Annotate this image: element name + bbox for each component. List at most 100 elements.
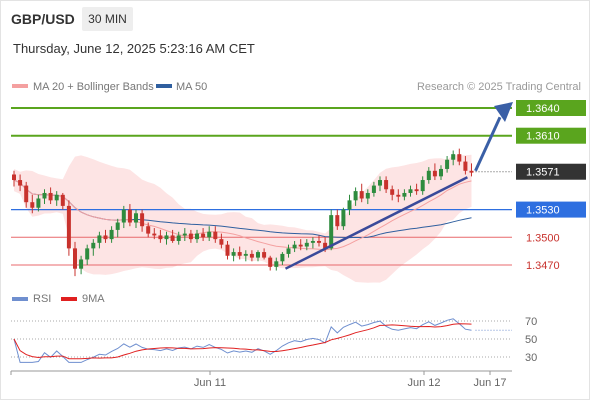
candle-body <box>268 257 273 267</box>
candle-body <box>237 252 242 256</box>
candle <box>164 231 169 245</box>
candle <box>371 181 376 197</box>
candle-body <box>286 248 291 254</box>
candle <box>469 163 474 177</box>
rsi-tick-70: 70 <box>525 316 537 328</box>
candle <box>158 229 163 243</box>
candle-body <box>152 233 157 236</box>
candle-body <box>164 235 169 240</box>
candle-body <box>341 209 346 227</box>
candle <box>91 239 96 256</box>
candle-body <box>170 235 175 241</box>
timeframe-button[interactable]: 30 MIN <box>82 7 133 31</box>
candle-body <box>12 174 16 181</box>
current-price-label-bg <box>516 163 586 180</box>
candle <box>408 185 413 197</box>
candle <box>280 252 285 265</box>
candle-body <box>280 253 285 262</box>
candle <box>146 222 151 238</box>
candle-body <box>140 213 145 227</box>
candle <box>463 156 468 175</box>
support-trend-line <box>284 176 468 270</box>
candle <box>274 257 279 271</box>
candle-body <box>60 194 65 206</box>
candle-body <box>445 159 450 169</box>
candle <box>347 194 352 216</box>
candle <box>176 231 181 245</box>
x-tick-jun-17: Jun 17 <box>473 377 506 389</box>
candle-body <box>347 200 352 210</box>
candle <box>329 209 334 251</box>
candle-body <box>48 192 53 201</box>
candle-body <box>231 252 236 256</box>
candle <box>97 231 102 249</box>
candle <box>268 255 273 271</box>
candle <box>402 189 407 201</box>
candle-body <box>54 194 59 201</box>
candle <box>127 204 132 227</box>
ma20-legend-label: MA 20 + Bollinger Bands <box>33 81 154 93</box>
candle <box>439 165 443 181</box>
target-label-bg-1-3640 <box>516 100 586 116</box>
candle-body <box>378 180 382 186</box>
candle-body <box>85 248 90 260</box>
candle <box>121 205 126 229</box>
candle-body <box>414 189 419 192</box>
target-label-bg-1-3610 <box>516 127 586 144</box>
candle <box>359 183 364 203</box>
candle-body <box>274 261 279 267</box>
candle <box>188 229 193 243</box>
ma20-line <box>13 179 472 251</box>
candle <box>451 150 456 166</box>
candle-body <box>408 189 413 193</box>
candle-body <box>323 242 328 249</box>
candle-body <box>317 240 321 243</box>
candle-body <box>426 170 431 181</box>
target-label-1-3640: 1.3640 <box>526 103 560 115</box>
candle-body <box>182 233 187 236</box>
candle-body <box>195 233 199 240</box>
candle <box>378 176 382 192</box>
candle <box>18 174 23 192</box>
candle <box>152 228 157 240</box>
candle-body <box>292 244 297 249</box>
candle <box>353 187 358 206</box>
candle-body <box>158 235 163 240</box>
candle-body <box>304 242 309 247</box>
candle-body <box>225 244 230 256</box>
candle <box>432 163 437 181</box>
9ma-legend-swatch <box>61 297 77 301</box>
candle-body <box>18 180 23 186</box>
bollinger-band <box>14 154 472 283</box>
candle-body <box>396 194 401 197</box>
candle <box>66 200 71 256</box>
rsi-legend-label: RSI <box>33 293 51 305</box>
ma20-legend-swatch <box>12 84 28 88</box>
level-labels-layer: 1.3640 1.3610 1.3571 1.3530 1.3500 1.3470 <box>516 100 586 272</box>
candle-body <box>298 244 303 247</box>
candle-body <box>359 191 364 199</box>
candle <box>414 183 419 195</box>
chart-header: GBP/USD 30 MIN <box>0 0 590 36</box>
candle-body <box>97 235 102 243</box>
candle <box>445 156 450 173</box>
candle-body <box>36 198 41 208</box>
candle <box>195 229 199 243</box>
candle-body <box>262 252 267 258</box>
candle <box>243 250 248 262</box>
candle-body <box>188 233 193 240</box>
candle <box>36 194 41 212</box>
credit-text: Research © 2025 Trading Central <box>417 81 581 93</box>
candle <box>249 250 254 262</box>
candle-body <box>451 154 456 160</box>
9ma-legend-label: 9MA <box>82 293 105 305</box>
candle-body <box>127 209 132 223</box>
x-tick-jun-11: Jun 11 <box>194 377 226 389</box>
pivot-label-bg-1-3530 <box>516 201 586 218</box>
candle-body <box>134 213 138 223</box>
candle-body <box>243 253 248 256</box>
candle <box>292 240 297 253</box>
candle <box>310 237 315 249</box>
candle <box>140 209 145 232</box>
candle <box>457 148 462 166</box>
